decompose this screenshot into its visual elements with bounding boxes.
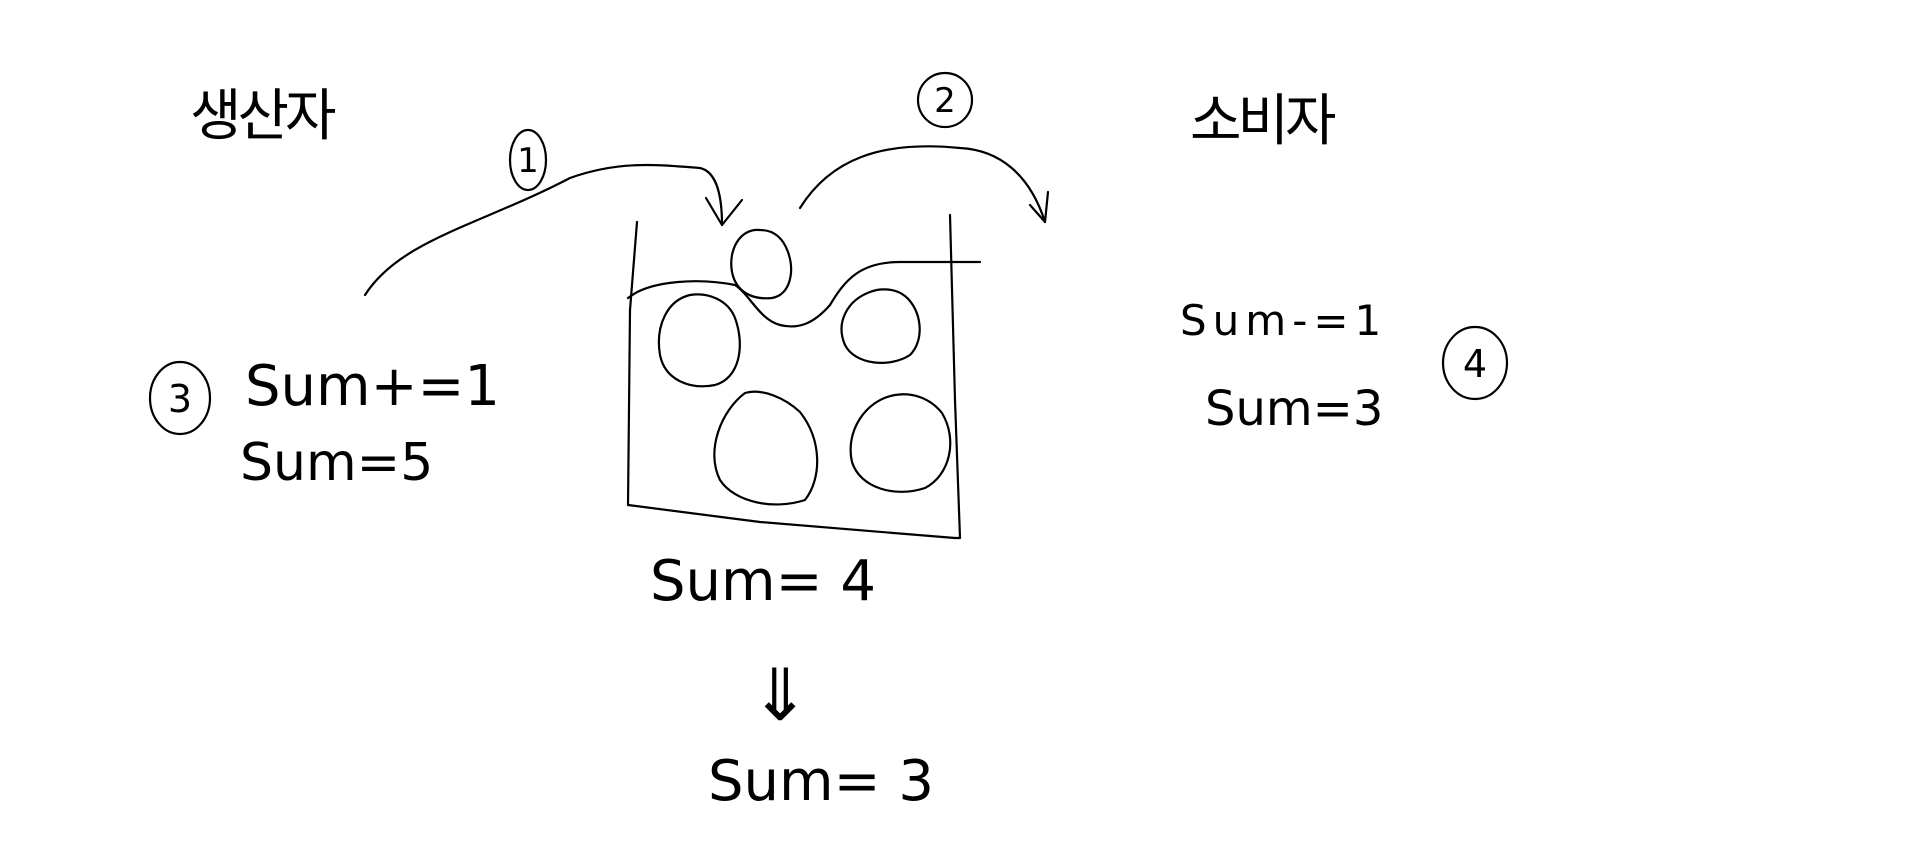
incoming-item bbox=[730, 228, 793, 300]
producer-label: 생산자 bbox=[190, 84, 335, 149]
result-arrow: ⇓ bbox=[750, 653, 810, 737]
consume-arrow bbox=[798, 145, 1050, 224]
producer-result: Sum=5 bbox=[240, 433, 433, 493]
step-2-number: 2 bbox=[934, 81, 956, 121]
buffer-item bbox=[849, 393, 952, 493]
step-2-marker: 2 bbox=[916, 71, 974, 129]
produce-arrow bbox=[363, 163, 744, 297]
consumer-result: Sum=3 bbox=[1205, 381, 1383, 437]
step-1-number: 1 bbox=[517, 141, 539, 181]
consumer-label: 소비자 bbox=[1190, 89, 1335, 154]
buffer-item bbox=[840, 288, 921, 364]
buffer-fill-line bbox=[626, 260, 982, 328]
buffer-item bbox=[713, 390, 819, 506]
final-sum: Sum= 3 bbox=[708, 749, 934, 814]
buffer-container bbox=[626, 213, 982, 540]
step-4-number: 4 bbox=[1463, 342, 1487, 386]
step-3-number: 3 bbox=[168, 377, 192, 421]
buffer-sum: Sum= 4 bbox=[650, 549, 876, 614]
consumer-decrement: Sum-=1 bbox=[1180, 296, 1387, 345]
step-2-circle bbox=[916, 71, 974, 129]
buffer-outline bbox=[626, 213, 962, 540]
producer-increment: Sum+=1 bbox=[245, 354, 500, 419]
step-3-marker: 3 bbox=[148, 360, 212, 436]
step-1-circle bbox=[508, 128, 548, 192]
buffer-item bbox=[657, 293, 741, 388]
step-1-marker: 1 bbox=[508, 128, 548, 192]
step-4-circle bbox=[1441, 325, 1509, 401]
step-3-circle bbox=[148, 360, 212, 436]
step-4-marker: 4 bbox=[1441, 325, 1509, 401]
